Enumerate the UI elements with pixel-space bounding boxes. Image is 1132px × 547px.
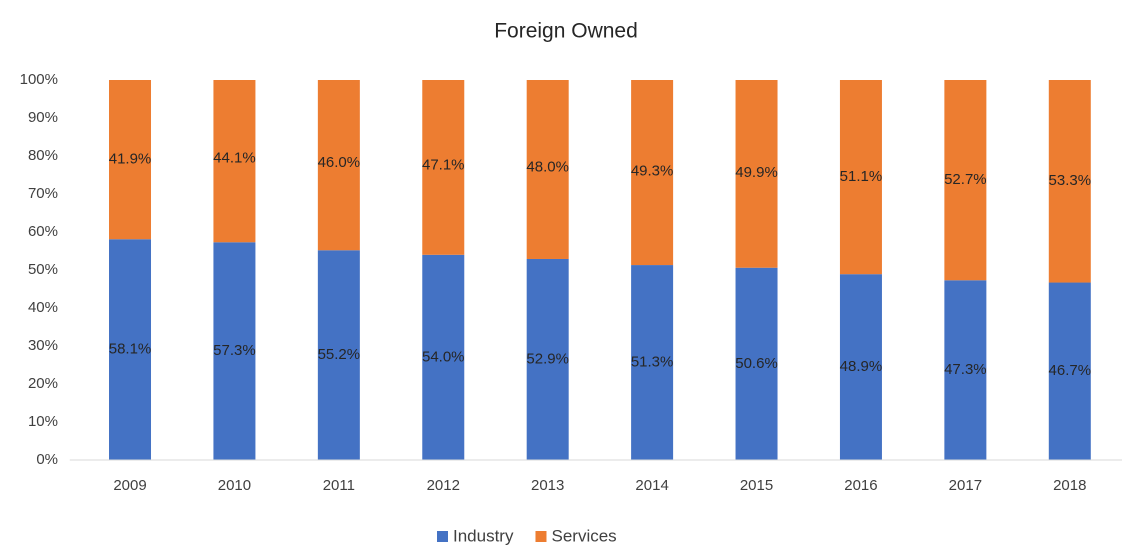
data-label: 57.3% (213, 342, 256, 359)
x-tick-label: 2017 (949, 477, 982, 494)
data-label: 53.3% (1049, 172, 1092, 189)
x-tick-label: 2014 (635, 477, 668, 494)
data-label: 41.9% (109, 151, 152, 168)
data-label: 58.1% (109, 341, 152, 358)
bar-segment (631, 80, 674, 266)
data-label: 46.0% (318, 154, 361, 171)
data-label: 47.1% (422, 156, 465, 173)
bar-segment (526, 258, 569, 460)
x-tick-label: 2016 (844, 477, 877, 494)
data-label: 51.1% (840, 168, 883, 185)
bar-segment (109, 80, 152, 240)
bar-segment (631, 265, 674, 460)
data-label: 51.3% (631, 353, 674, 370)
bar-segment (1048, 282, 1091, 460)
data-label: 49.3% (631, 162, 674, 179)
bar-segment (422, 254, 465, 460)
y-tick-label: 0% (36, 451, 58, 468)
bar-segment (735, 80, 778, 268)
y-tick-label: 40% (28, 299, 58, 316)
bar-segment (1048, 80, 1091, 283)
data-label: 54.0% (422, 348, 465, 365)
bar-segment (317, 80, 360, 251)
data-label: 50.6% (735, 355, 778, 372)
legend-label: Services (551, 526, 616, 545)
bar-segment (944, 280, 987, 460)
data-label: 55.2% (318, 346, 361, 363)
y-tick-label: 60% (28, 223, 58, 240)
bar-segment (839, 80, 882, 275)
plot-area (109, 80, 1091, 460)
y-tick-label: 100% (20, 71, 58, 88)
data-label: 48.0% (526, 159, 569, 176)
x-tick-label: 2009 (113, 477, 146, 494)
legend-swatch (535, 531, 547, 542)
y-tick-label: 90% (28, 109, 58, 126)
y-tick-label: 80% (28, 147, 58, 164)
data-label: 48.9% (840, 358, 883, 375)
bar-segment (422, 80, 465, 255)
bar-segment (213, 80, 256, 243)
legend-swatch (437, 531, 448, 542)
chart-title: Foreign Owned (494, 20, 638, 43)
data-label: 47.3% (944, 361, 987, 378)
bar-segment (213, 242, 256, 460)
data-label: 49.9% (735, 164, 778, 181)
data-label: 52.9% (526, 350, 569, 367)
bar-segment (317, 250, 360, 460)
data-label: 52.7% (944, 171, 987, 188)
y-tick-label: 70% (28, 185, 58, 202)
bar-segment (109, 239, 152, 460)
y-tick-label: 20% (28, 375, 58, 392)
x-tick-label: 2010 (218, 477, 251, 494)
y-tick-label: 30% (28, 337, 58, 354)
bar-segment (526, 80, 569, 259)
x-tick-label: 2018 (1053, 477, 1086, 494)
y-tick-label: 50% (28, 261, 58, 278)
bar-segment (735, 267, 778, 460)
y-tick-label: 10% (28, 413, 58, 430)
x-tick-label: 2012 (427, 477, 460, 494)
data-label: 46.7% (1049, 362, 1092, 379)
data-label: 44.1% (213, 149, 256, 166)
x-tick-label: 2013 (531, 477, 564, 494)
x-tick-label: 2011 (323, 477, 355, 494)
bar-segment (944, 80, 987, 281)
bar-segment (839, 274, 882, 460)
x-tick-label: 2015 (740, 477, 773, 494)
legend-label: Industry (453, 526, 514, 545)
